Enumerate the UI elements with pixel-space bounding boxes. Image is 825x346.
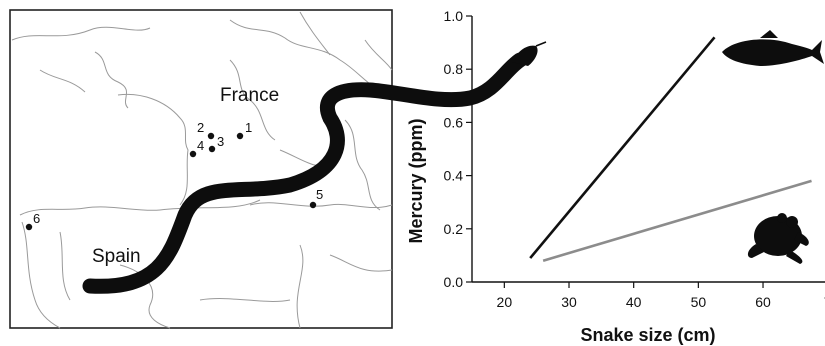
y-ticks: 0.0 0.2 0.4 0.6 0.8 1.0 xyxy=(444,8,472,290)
x-axis-title: Snake size (cm) xyxy=(580,325,715,345)
y-tick-label: 0.8 xyxy=(444,61,464,77)
y-tick-label: 0.4 xyxy=(444,168,464,184)
series-layer xyxy=(529,36,812,262)
site-markers: 1 2 3 4 5 6 xyxy=(25,120,323,231)
y-axis-title: Mercury (ppm) xyxy=(406,118,426,243)
site-label-5: 5 xyxy=(316,187,323,202)
y-tick-label: 0.6 xyxy=(444,114,464,130)
country-label-france: France xyxy=(220,85,279,106)
map-panel: France Spain 1 2 3 4 5 6 xyxy=(9,9,393,329)
y-tick-label: 0.0 xyxy=(444,274,464,290)
site-label-6: 6 xyxy=(33,211,40,226)
y-tick-label: 1.0 xyxy=(444,8,464,24)
site-marker xyxy=(207,132,215,140)
frog-icon xyxy=(747,213,809,264)
series-line-fish xyxy=(529,36,716,259)
site-marker xyxy=(208,145,216,153)
site-label-2: 2 xyxy=(197,120,204,135)
x-tick-label: 7 xyxy=(824,294,825,310)
site-label-4: 4 xyxy=(197,138,204,153)
map-frame xyxy=(9,9,393,329)
series-line-frog xyxy=(542,179,812,262)
site-marker xyxy=(189,150,197,158)
site-label-3: 3 xyxy=(217,134,224,149)
chart-panel: 0.0 0.2 0.4 0.6 0.8 1.0 20 30 40 50 60 7 Snake siz… xyxy=(406,8,825,345)
site-label-1: 1 xyxy=(245,120,252,135)
site-marker xyxy=(309,201,317,209)
map-borders xyxy=(11,11,393,329)
site-marker xyxy=(25,223,33,231)
y-tick-label: 0.2 xyxy=(444,221,464,237)
snake-icon xyxy=(82,41,547,294)
site-marker xyxy=(236,132,244,140)
country-label-spain: Spain xyxy=(92,246,141,267)
x-ticks: 20 30 40 50 60 7 xyxy=(497,282,825,310)
x-tick-label: 50 xyxy=(691,294,707,310)
x-tick-label: 60 xyxy=(755,294,771,310)
x-tick-label: 20 xyxy=(497,294,513,310)
x-tick-label: 30 xyxy=(561,294,577,310)
x-tick-label: 40 xyxy=(626,294,642,310)
fish-icon xyxy=(722,30,824,66)
